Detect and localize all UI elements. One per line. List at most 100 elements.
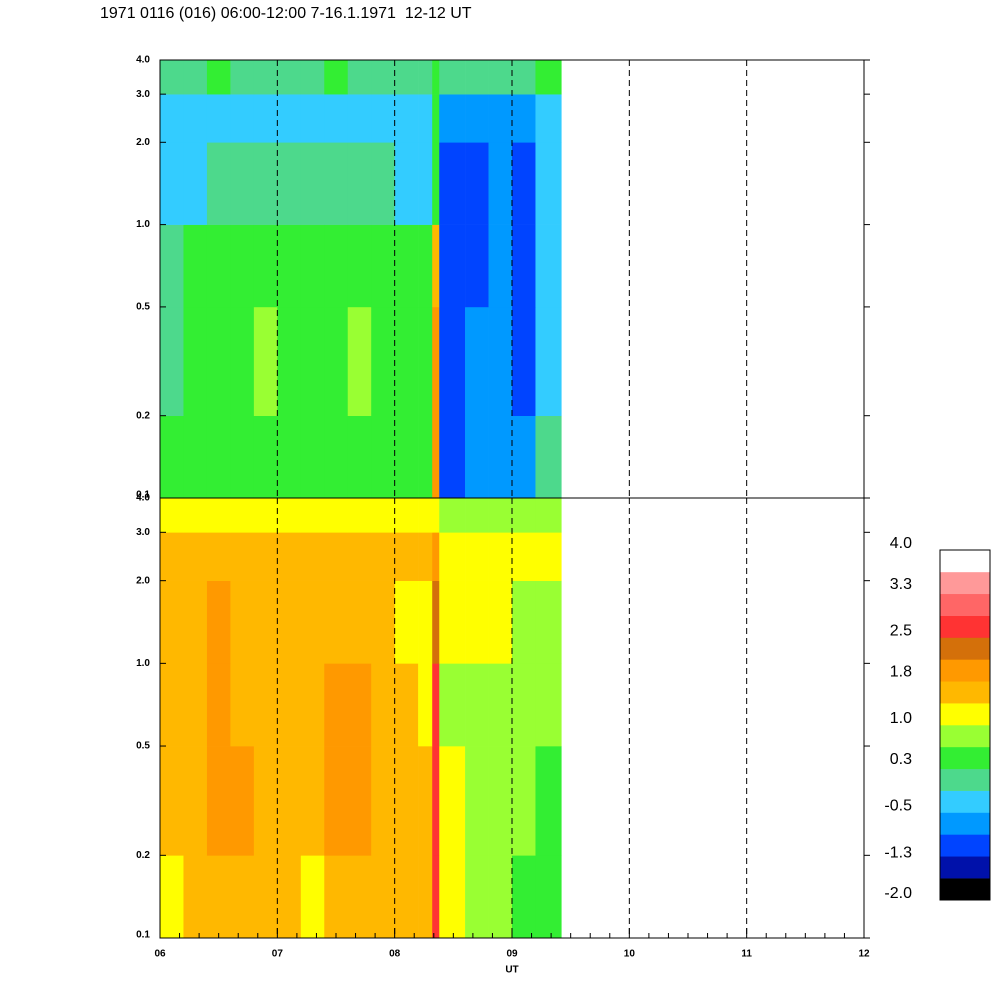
heatmap-cell	[253, 306, 278, 416]
heatmap-cell	[371, 663, 395, 747]
heatmap-cell	[488, 415, 513, 499]
colorbar-tick-label: 1.8	[890, 664, 912, 681]
heatmap-cell	[432, 60, 440, 95]
heatmap-cell	[324, 142, 349, 225]
x-tick-label: 07	[272, 949, 284, 960]
heatmap-cell	[371, 580, 395, 664]
heatmap-cell	[418, 580, 433, 664]
heatmap-cell	[465, 532, 489, 581]
heatmap-cell	[183, 142, 208, 225]
heatmap-cell	[277, 60, 302, 95]
heatmap-cell	[230, 532, 255, 581]
y-tick-label: 0.2	[136, 410, 150, 421]
heatmap-cell	[488, 306, 513, 416]
heatmap-cell	[160, 142, 184, 225]
heatmap-cell	[371, 224, 395, 308]
heatmap-cell	[371, 142, 395, 225]
heatmap-cell	[512, 532, 536, 581]
heatmap-cell	[488, 142, 513, 225]
heatmap-cell	[512, 60, 536, 95]
heatmap-cell	[160, 60, 184, 95]
heatmap-cell	[300, 415, 325, 499]
heatmap-cell	[394, 94, 419, 143]
heatmap-cell	[432, 580, 440, 664]
x-tick-label: 11	[741, 949, 752, 960]
colorbar-tick-label: -2.0	[884, 885, 912, 902]
chart-title: 1971 0116 (016) 06:00-12:00 7-16.1.1971 …	[100, 5, 472, 22]
heatmap-cell	[347, 415, 372, 499]
heatmap-cell	[206, 142, 231, 225]
heatmap-cell	[488, 532, 513, 581]
heatmap-cell	[206, 855, 231, 939]
heatmap-cell	[277, 224, 302, 308]
heatmap-cell	[512, 224, 536, 308]
colorbar-tick-label: -0.5	[884, 798, 912, 815]
heatmap-cell	[160, 532, 184, 581]
heatmap-cell	[432, 142, 440, 225]
heatmap-cell	[183, 532, 208, 581]
heatmap-cell	[160, 663, 184, 747]
heatmap-cell	[371, 498, 395, 533]
heatmap-cell	[394, 746, 419, 856]
colorbar-band	[940, 637, 990, 660]
colorbar-tick-label: 4.0	[890, 535, 912, 552]
heatmap-cell	[465, 94, 489, 143]
heatmap-cell	[300, 306, 325, 416]
x-tick-label: 08	[389, 949, 401, 960]
heatmap-cell	[535, 415, 562, 499]
heatmap-cell	[465, 306, 489, 416]
heatmap-cell	[206, 498, 231, 533]
heatmap-cell	[160, 746, 184, 856]
heatmap-cell	[488, 224, 513, 308]
heatmap-cell	[230, 142, 255, 225]
heatmap-cell	[324, 94, 349, 143]
heatmap-cell	[160, 306, 184, 416]
heatmap-cell	[347, 498, 372, 533]
heatmap-cell	[432, 94, 440, 143]
colorbar-tick-label: 0.3	[890, 751, 912, 768]
heatmap-cell	[418, 60, 433, 95]
heatmap-cell	[512, 415, 536, 499]
heatmap-cell	[300, 855, 325, 939]
colorbar-band	[940, 681, 990, 704]
heatmap-cell	[347, 306, 372, 416]
heatmap-cell	[394, 224, 419, 308]
colorbar-band	[940, 725, 990, 748]
heatmap-cell	[206, 224, 231, 308]
heatmap-cell	[277, 94, 302, 143]
heatmap-cell	[371, 60, 395, 95]
heatmap-cell	[512, 498, 536, 533]
heatmap-cell	[324, 306, 349, 416]
heatmap-cell	[465, 580, 489, 664]
heatmap-cell	[206, 415, 231, 499]
heatmap-cell	[432, 855, 440, 939]
heatmap-cell	[535, 855, 562, 939]
heatmap-cell	[488, 580, 513, 664]
heatmap-cell	[206, 60, 231, 95]
heatmap-cell	[183, 94, 208, 143]
heatmap-cell	[432, 306, 440, 416]
heatmap-cell	[253, 142, 278, 225]
heatmap-cell	[394, 306, 419, 416]
x-axis-label: UT	[505, 965, 518, 976]
heatmap-cell	[418, 306, 433, 416]
heatmap-cell	[432, 663, 440, 747]
heatmap-cell	[394, 532, 419, 581]
heatmap-cell	[432, 415, 440, 499]
heatmap-cell	[324, 663, 349, 747]
heatmap-cell	[253, 663, 278, 747]
heatmap-cell	[277, 415, 302, 499]
x-tick-label: 06	[154, 949, 166, 960]
heatmap-cell	[324, 498, 349, 533]
heatmap-cell	[418, 224, 433, 308]
heatmap-cell	[347, 855, 372, 939]
heatmap-cell	[488, 94, 513, 143]
y-tick-label: 2.0	[136, 575, 150, 586]
heatmap-cell	[183, 498, 208, 533]
heatmap-cell	[277, 746, 302, 856]
heatmap-cell	[394, 855, 419, 939]
heatmap-cell	[300, 94, 325, 143]
heatmap-cell	[465, 746, 489, 856]
heatmap-cell	[253, 746, 278, 856]
heatmap-cell	[324, 60, 349, 95]
